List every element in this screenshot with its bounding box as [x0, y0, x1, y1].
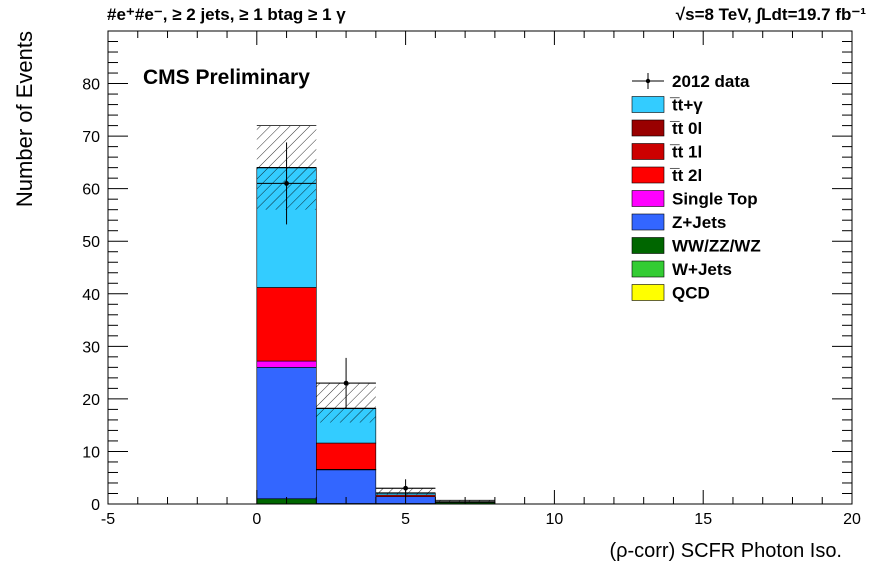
x-tick-label: 15: [694, 511, 712, 528]
legend-swatch-z-jets: [631, 213, 665, 231]
legend-swatch-t-t-1l: [631, 143, 665, 160]
legend-swatch-t-t-: [631, 96, 665, 113]
chart-title-left: #e⁺#e⁻, ≥ 2 jets, ≥ 1 btag ≥ 1 γ: [107, 5, 346, 24]
legend-swatch-w-jets: [631, 260, 665, 278]
legend-label-t-t-1l: t̅t 1l: [670, 143, 702, 162]
legend-label-t-t-2l: t̅t 2l: [670, 166, 702, 185]
legend-swatch-qcd: [631, 284, 665, 301]
legend-label-2012-data: 2012 data: [672, 72, 750, 91]
y-tick-label: 20: [82, 392, 100, 409]
x-tick-label: 5: [401, 511, 410, 528]
legend-label-t-t-0l: t̅t 0l: [670, 119, 702, 138]
data-point-0: [284, 181, 289, 186]
legend-label-z-jets: Z+Jets: [672, 213, 726, 232]
data-point-2: [403, 485, 408, 491]
x-tick-label: 0: [252, 511, 261, 528]
y-tick-label: 30: [82, 339, 100, 356]
bar-z-jets-bin-0: [256, 367, 317, 500]
plot-area: [256, 125, 496, 505]
legend-label-ww-zz-wz: WW/ZZ/WZ: [672, 237, 761, 256]
chart-title-right: √s=8 TeV, ∫Ldt=19.7 fb⁻¹: [676, 5, 867, 24]
y-tick-label: 10: [82, 444, 100, 461]
legend-label-qcd: QCD: [672, 284, 710, 303]
y-tick-label: 40: [82, 287, 100, 304]
y-axis-label: Number of Events: [12, 31, 37, 207]
y-tick-label: 80: [82, 77, 100, 94]
x-tick-label: 10: [546, 511, 564, 528]
x-tick-label: 20: [843, 511, 861, 528]
data-point-1: [343, 380, 349, 386]
legend-label-single-top: Single Top: [672, 190, 758, 209]
x-axis-label: (ρ-corr) SCFR Photon Iso.: [609, 540, 842, 562]
legend-swatch-single-top: [631, 190, 665, 207]
legend-swatch-t-t-0l: [631, 119, 665, 137]
bar-t-t-2l-bin-1: [316, 442, 377, 470]
legend-swatch-ww-zz-wz: [631, 237, 665, 254]
legend-data-marker-dot: [645, 78, 651, 84]
y-tick-label: 70: [82, 129, 100, 146]
y-tick-label: 50: [82, 234, 100, 251]
plot-frame: [107, 30, 853, 505]
x-tick-label: -5: [101, 511, 115, 528]
legend-label-w-jets: W+Jets: [672, 260, 732, 279]
legend-swatch-t-t-2l: [631, 166, 665, 184]
cms-preliminary-label: CMS Preliminary: [143, 66, 310, 89]
bar-single-top-bin-0: [256, 360, 317, 368]
bar-t-t-2l-bin-0: [256, 287, 317, 362]
legend-label-t-t-: t̅t+γ: [670, 96, 703, 115]
legend: 2012 data t̅t+γ t̅t 0l t̅t 1l t̅t 2l Single T…: [631, 72, 761, 303]
y-tick-label: 60: [82, 182, 100, 199]
y-tick-label: 0: [91, 497, 100, 514]
